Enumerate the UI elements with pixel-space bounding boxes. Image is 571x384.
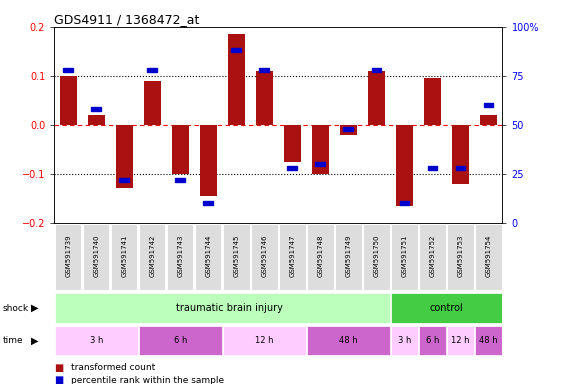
Text: ■: ■ [54,375,63,384]
FancyBboxPatch shape [475,326,502,356]
FancyBboxPatch shape [419,224,445,290]
FancyBboxPatch shape [447,224,473,290]
Text: GSM591749: GSM591749 [345,235,351,277]
Bar [63,68,73,72]
Bar [480,115,497,125]
Bar [484,103,493,107]
Text: control: control [429,303,463,313]
Text: GSM591750: GSM591750 [373,235,379,277]
FancyBboxPatch shape [139,224,166,290]
Bar [424,78,441,125]
Text: GSM591748: GSM591748 [317,235,323,277]
Bar [144,81,160,125]
Bar [203,201,213,205]
FancyBboxPatch shape [391,326,418,356]
FancyBboxPatch shape [111,224,138,290]
FancyBboxPatch shape [391,293,502,323]
Bar [200,125,217,196]
FancyBboxPatch shape [419,326,446,356]
Text: GSM591740: GSM591740 [93,235,99,277]
FancyBboxPatch shape [363,224,389,290]
Bar [344,127,353,131]
Bar [60,76,77,125]
Text: GDS4911 / 1368472_at: GDS4911 / 1368472_at [54,13,200,26]
Bar [368,71,385,125]
Text: 48 h: 48 h [479,336,498,345]
FancyBboxPatch shape [167,224,194,290]
Text: GSM591744: GSM591744 [206,235,211,277]
Bar [256,71,273,125]
FancyBboxPatch shape [55,224,82,290]
Bar [287,166,297,170]
Bar [172,125,188,174]
Text: 3 h: 3 h [398,336,411,345]
Bar [400,201,409,205]
Text: traumatic brain injury: traumatic brain injury [176,303,283,313]
Text: GSM591751: GSM591751 [401,235,408,277]
Bar [340,125,357,135]
Text: GSM591739: GSM591739 [65,235,71,277]
FancyBboxPatch shape [307,326,390,356]
Bar [91,107,101,111]
Text: transformed count: transformed count [71,363,156,372]
Text: 3 h: 3 h [90,336,103,345]
Text: GSM591746: GSM591746 [262,235,267,277]
FancyBboxPatch shape [139,326,222,356]
Bar [119,178,129,182]
FancyBboxPatch shape [251,224,278,290]
Text: GSM591741: GSM591741 [121,235,127,277]
Text: ▶: ▶ [31,336,39,346]
FancyBboxPatch shape [223,224,250,290]
FancyBboxPatch shape [195,224,222,290]
Text: GSM591754: GSM591754 [485,235,492,277]
Text: GSM591742: GSM591742 [149,235,155,277]
FancyBboxPatch shape [335,224,361,290]
Bar [396,125,413,205]
Text: GSM591753: GSM591753 [457,235,464,277]
Text: 12 h: 12 h [255,336,274,345]
Bar [231,48,241,52]
FancyBboxPatch shape [447,326,474,356]
FancyBboxPatch shape [391,224,417,290]
Bar [147,68,157,72]
Bar [116,125,132,189]
Text: shock: shock [3,304,29,313]
Bar [452,125,469,184]
FancyBboxPatch shape [55,326,138,356]
Bar [312,125,329,174]
Bar [175,178,185,182]
Text: ▶: ▶ [31,303,39,313]
Text: percentile rank within the sample: percentile rank within the sample [71,376,224,384]
Bar [228,34,245,125]
Text: GSM591752: GSM591752 [429,235,436,277]
FancyBboxPatch shape [475,224,502,290]
FancyBboxPatch shape [83,224,110,290]
Text: 6 h: 6 h [174,336,187,345]
Bar [284,125,301,162]
Bar [88,115,104,125]
Text: GSM591743: GSM591743 [178,235,183,277]
FancyBboxPatch shape [279,224,305,290]
Text: ■: ■ [54,363,63,373]
Text: time: time [3,336,23,345]
FancyBboxPatch shape [307,224,333,290]
Text: 48 h: 48 h [339,336,357,345]
Bar [316,162,325,166]
FancyBboxPatch shape [223,326,306,356]
Bar [372,68,381,72]
Text: 6 h: 6 h [426,336,439,345]
FancyBboxPatch shape [55,293,390,323]
Text: 12 h: 12 h [451,336,470,345]
Bar [259,68,270,72]
Text: GSM591745: GSM591745 [234,235,239,277]
Bar [428,166,437,170]
Text: GSM591747: GSM591747 [289,235,295,277]
Bar [456,166,465,170]
